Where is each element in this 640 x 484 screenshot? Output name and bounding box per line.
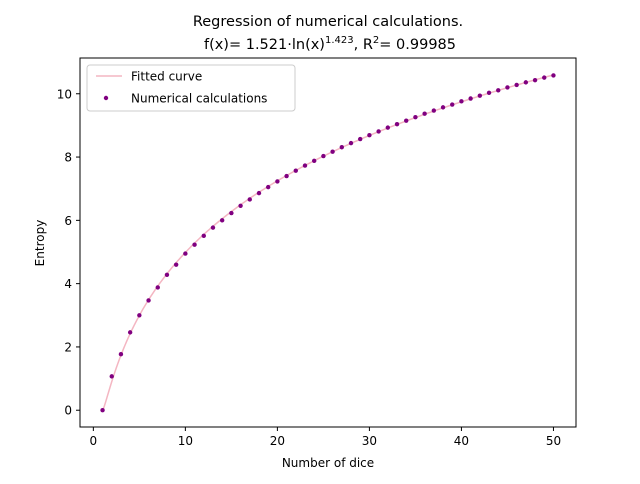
axes-frame bbox=[79, 57, 577, 428]
data-point bbox=[422, 111, 427, 116]
data-point bbox=[486, 90, 492, 96]
x-tick-label: 0 bbox=[90, 434, 98, 448]
data-point bbox=[376, 129, 381, 134]
data-point bbox=[394, 121, 400, 127]
title-line-1: Regression of numerical calculations. bbox=[193, 14, 463, 30]
data-point bbox=[118, 352, 124, 357]
y-axis-label: Entropy bbox=[33, 220, 47, 267]
y-tick-label: 8 bbox=[64, 151, 72, 165]
data-point bbox=[183, 251, 188, 256]
fitted-curve-line bbox=[101, 74, 554, 411]
data-point bbox=[339, 145, 344, 150]
y-tick-label: 0 bbox=[64, 404, 72, 418]
data-point bbox=[431, 108, 437, 113]
data-point bbox=[312, 158, 317, 164]
x-tick-label: 40 bbox=[454, 434, 469, 448]
y-axis-ticks: 0 2 4 6 8 10 bbox=[57, 87, 80, 418]
x-tick-label: 50 bbox=[546, 434, 561, 448]
title-r2-prefix: , R bbox=[354, 37, 373, 53]
data-point bbox=[404, 118, 409, 123]
y-tick-label: 4 bbox=[64, 277, 72, 291]
x-tick-label: 10 bbox=[178, 434, 193, 448]
data-point bbox=[321, 153, 326, 159]
data-point bbox=[293, 168, 298, 173]
data-point bbox=[542, 75, 547, 80]
data-point bbox=[532, 77, 538, 83]
data-point bbox=[514, 82, 519, 88]
data-point bbox=[496, 88, 501, 93]
y-tick-label: 10 bbox=[57, 87, 72, 101]
x-axis-ticks: 0 10 20 30 40 50 bbox=[90, 427, 561, 448]
x-tick-label: 20 bbox=[270, 434, 285, 448]
data-point bbox=[505, 85, 510, 90]
data-point bbox=[275, 179, 280, 184]
title-r2-superscript: 2 bbox=[373, 35, 379, 46]
data-point bbox=[127, 330, 133, 335]
data-point bbox=[229, 210, 234, 216]
chart-title: Regression of numerical calculations. f(… bbox=[193, 14, 463, 53]
data-point bbox=[100, 408, 105, 413]
title-line-2: f(x)= 1.521·ln(x)1.423, R2= 0.99985 bbox=[204, 35, 456, 53]
data-point bbox=[256, 190, 262, 196]
y-tick-label: 2 bbox=[64, 340, 72, 354]
data-point bbox=[109, 374, 114, 379]
legend-label-fitted-curve: Fitted curve bbox=[131, 70, 202, 84]
x-tick-label: 30 bbox=[362, 434, 377, 448]
data-point bbox=[192, 242, 197, 247]
data-point bbox=[155, 285, 160, 290]
data-point bbox=[459, 99, 464, 104]
data-point bbox=[201, 233, 206, 239]
data-point bbox=[358, 136, 363, 142]
legend-marker-swatch bbox=[103, 95, 109, 101]
y-tick-label: 6 bbox=[64, 214, 72, 228]
plot-area bbox=[100, 73, 556, 413]
data-point bbox=[477, 93, 483, 98]
x-axis-label: Number of dice bbox=[282, 456, 374, 470]
data-point bbox=[450, 102, 455, 107]
data-point bbox=[367, 133, 372, 138]
data-point bbox=[173, 262, 179, 267]
title-formula: f(x)= 1.521·ln(x) bbox=[204, 37, 325, 53]
data-point bbox=[164, 272, 170, 277]
data-point bbox=[146, 298, 151, 303]
data-point bbox=[284, 173, 289, 179]
legend-label-numerical-calculations: Numerical calculations bbox=[131, 92, 267, 106]
data-point bbox=[523, 80, 529, 85]
data-point bbox=[302, 163, 308, 168]
data-point bbox=[238, 203, 243, 208]
legend: Fitted curve Numerical calculations bbox=[86, 64, 296, 112]
data-point bbox=[440, 105, 446, 110]
data-point bbox=[348, 140, 354, 146]
data-point bbox=[210, 225, 216, 230]
data-point bbox=[219, 218, 225, 223]
title-r2-value: = 0.99985 bbox=[379, 37, 456, 53]
data-point bbox=[468, 96, 473, 101]
data-point bbox=[265, 184, 271, 190]
title-formula-exponent: 1.423 bbox=[325, 35, 354, 46]
data-point bbox=[551, 73, 556, 78]
legend-box bbox=[86, 64, 296, 112]
data-point bbox=[413, 114, 418, 120]
data-point bbox=[137, 313, 142, 318]
data-point bbox=[247, 197, 252, 202]
data-point bbox=[385, 125, 391, 130]
data-point bbox=[330, 149, 335, 154]
